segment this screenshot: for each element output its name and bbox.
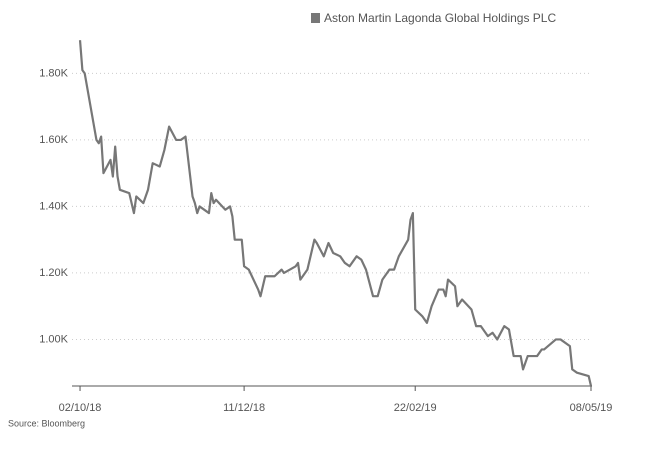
x-tick-label: 11/12/18 (223, 402, 265, 414)
x-tick-label: 22/02/19 (394, 402, 437, 414)
legend-swatch (311, 13, 320, 23)
x-tick-label: 02/10/18 (59, 402, 102, 414)
y-tick-label: 1.60K (39, 134, 68, 146)
legend-label: Aston Martin Lagonda Global Holdings PLC (324, 11, 556, 25)
y-tick-label: 1.00K (39, 333, 68, 345)
price-line (78, 40, 593, 387)
y-tick-label: 1.20K (39, 267, 68, 279)
y-tick-label: 1.40K (39, 200, 68, 212)
source: Source: Bloomberg (8, 418, 85, 428)
x-tick-label: 08/05/19 (570, 402, 613, 414)
y-tick-label: 1.80K (39, 67, 68, 79)
